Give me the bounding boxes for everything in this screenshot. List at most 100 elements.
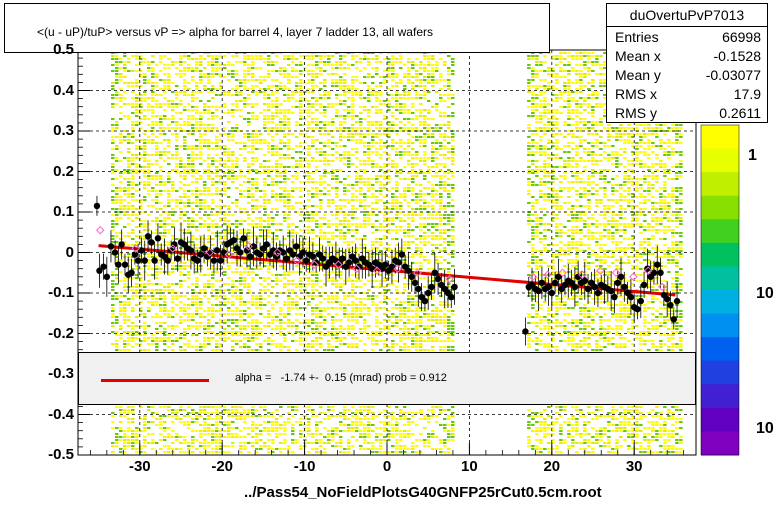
fill-cell bbox=[283, 421, 287, 423]
fill-cell bbox=[275, 175, 279, 177]
fill-cell bbox=[351, 316, 355, 318]
fill-cell bbox=[191, 412, 195, 414]
fill-cell bbox=[171, 409, 175, 411]
fill-cell bbox=[287, 322, 291, 324]
fill-cell bbox=[367, 109, 371, 111]
fill-cell bbox=[123, 349, 127, 351]
fill-cell bbox=[267, 235, 271, 237]
fill-cell bbox=[223, 274, 227, 276]
fill-cell bbox=[279, 85, 283, 87]
fill-cell bbox=[235, 91, 239, 93]
fill-cell bbox=[279, 52, 283, 54]
fill-cell bbox=[291, 415, 295, 417]
fill-cell bbox=[351, 139, 355, 141]
fill-cell bbox=[339, 325, 343, 327]
fill-cell bbox=[283, 202, 287, 204]
fill-cell bbox=[155, 256, 159, 258]
fill-cell bbox=[347, 223, 351, 225]
fill-cell bbox=[179, 55, 183, 57]
fill-cell bbox=[363, 109, 367, 111]
fill-cell bbox=[155, 103, 159, 105]
fill-cell bbox=[339, 103, 343, 105]
fill-cell bbox=[203, 238, 207, 240]
fill-cell bbox=[287, 406, 291, 408]
fill-cell bbox=[215, 94, 219, 96]
fill-cell bbox=[255, 103, 259, 105]
fill-cell bbox=[127, 196, 131, 198]
fill-cell bbox=[339, 289, 343, 291]
fill-cell bbox=[243, 262, 247, 264]
fill-cell bbox=[127, 316, 131, 318]
fill-cell bbox=[131, 199, 135, 201]
fill-cell bbox=[279, 349, 283, 351]
fill-cell bbox=[155, 196, 159, 198]
fill-cell bbox=[199, 139, 203, 141]
fill-cell bbox=[339, 145, 343, 147]
fill-cell bbox=[251, 61, 255, 63]
fill-cell bbox=[231, 232, 235, 234]
fill-cell bbox=[271, 262, 275, 264]
fill-cell bbox=[239, 169, 243, 171]
fill-cell bbox=[355, 412, 359, 414]
fill-cell bbox=[263, 166, 267, 168]
fill-cell bbox=[331, 235, 335, 237]
fill-cell bbox=[251, 163, 255, 165]
fill-cell bbox=[207, 412, 211, 414]
fill-cell bbox=[323, 235, 327, 237]
fill-cell bbox=[139, 220, 143, 222]
fill-cell bbox=[199, 163, 203, 165]
fill-cell bbox=[343, 343, 347, 345]
fill-cell bbox=[111, 94, 115, 96]
fill-cell bbox=[111, 124, 115, 126]
fill-cell bbox=[115, 340, 119, 342]
fill-cell bbox=[283, 154, 287, 156]
fill-cell bbox=[203, 295, 207, 297]
fill-cell bbox=[199, 325, 203, 327]
fill-cell bbox=[287, 280, 291, 282]
fill-cell bbox=[183, 121, 187, 123]
fill-cell bbox=[191, 241, 195, 243]
fill-cell bbox=[351, 214, 355, 216]
fill-cell bbox=[343, 310, 347, 312]
fill-cell bbox=[123, 280, 127, 282]
fill-cell bbox=[215, 346, 219, 348]
fill-cell bbox=[215, 406, 219, 408]
fill-cell bbox=[247, 286, 251, 288]
fill-cell bbox=[351, 115, 355, 117]
fill-cell bbox=[151, 187, 155, 189]
fill-cell bbox=[119, 100, 123, 102]
fill-cell bbox=[211, 64, 215, 66]
fill-cell bbox=[235, 322, 239, 324]
fill-cell bbox=[355, 274, 359, 276]
fill-cell bbox=[243, 160, 247, 162]
fill-cell bbox=[351, 445, 355, 447]
fill-cell bbox=[115, 217, 119, 219]
fill-cell bbox=[227, 325, 231, 327]
fill-cell bbox=[299, 166, 303, 168]
fill-cell bbox=[263, 154, 267, 156]
fill-cell bbox=[151, 82, 155, 84]
fill-cell bbox=[371, 241, 375, 243]
fill-cell bbox=[319, 310, 323, 312]
fill-cell bbox=[211, 181, 215, 183]
fill-cell bbox=[231, 130, 235, 132]
fill-cell bbox=[267, 433, 271, 435]
fill-cell bbox=[115, 436, 119, 438]
fill-cell bbox=[351, 136, 355, 138]
fill-cell bbox=[195, 196, 199, 198]
fill-cell bbox=[171, 307, 175, 309]
fill-cell bbox=[135, 64, 139, 66]
fill-cell bbox=[215, 136, 219, 138]
fill-cell bbox=[239, 418, 243, 420]
fill-cell bbox=[175, 112, 179, 114]
fill-cell bbox=[323, 232, 327, 234]
fill-cell bbox=[167, 274, 171, 276]
fill-cell bbox=[231, 322, 235, 324]
fill-cell bbox=[299, 160, 303, 162]
fill-cell bbox=[207, 190, 211, 192]
fill-cell bbox=[315, 67, 319, 69]
fill-cell bbox=[135, 289, 139, 291]
fill-cell bbox=[347, 133, 351, 135]
fill-cell bbox=[299, 73, 303, 75]
fill-cell bbox=[159, 178, 163, 180]
